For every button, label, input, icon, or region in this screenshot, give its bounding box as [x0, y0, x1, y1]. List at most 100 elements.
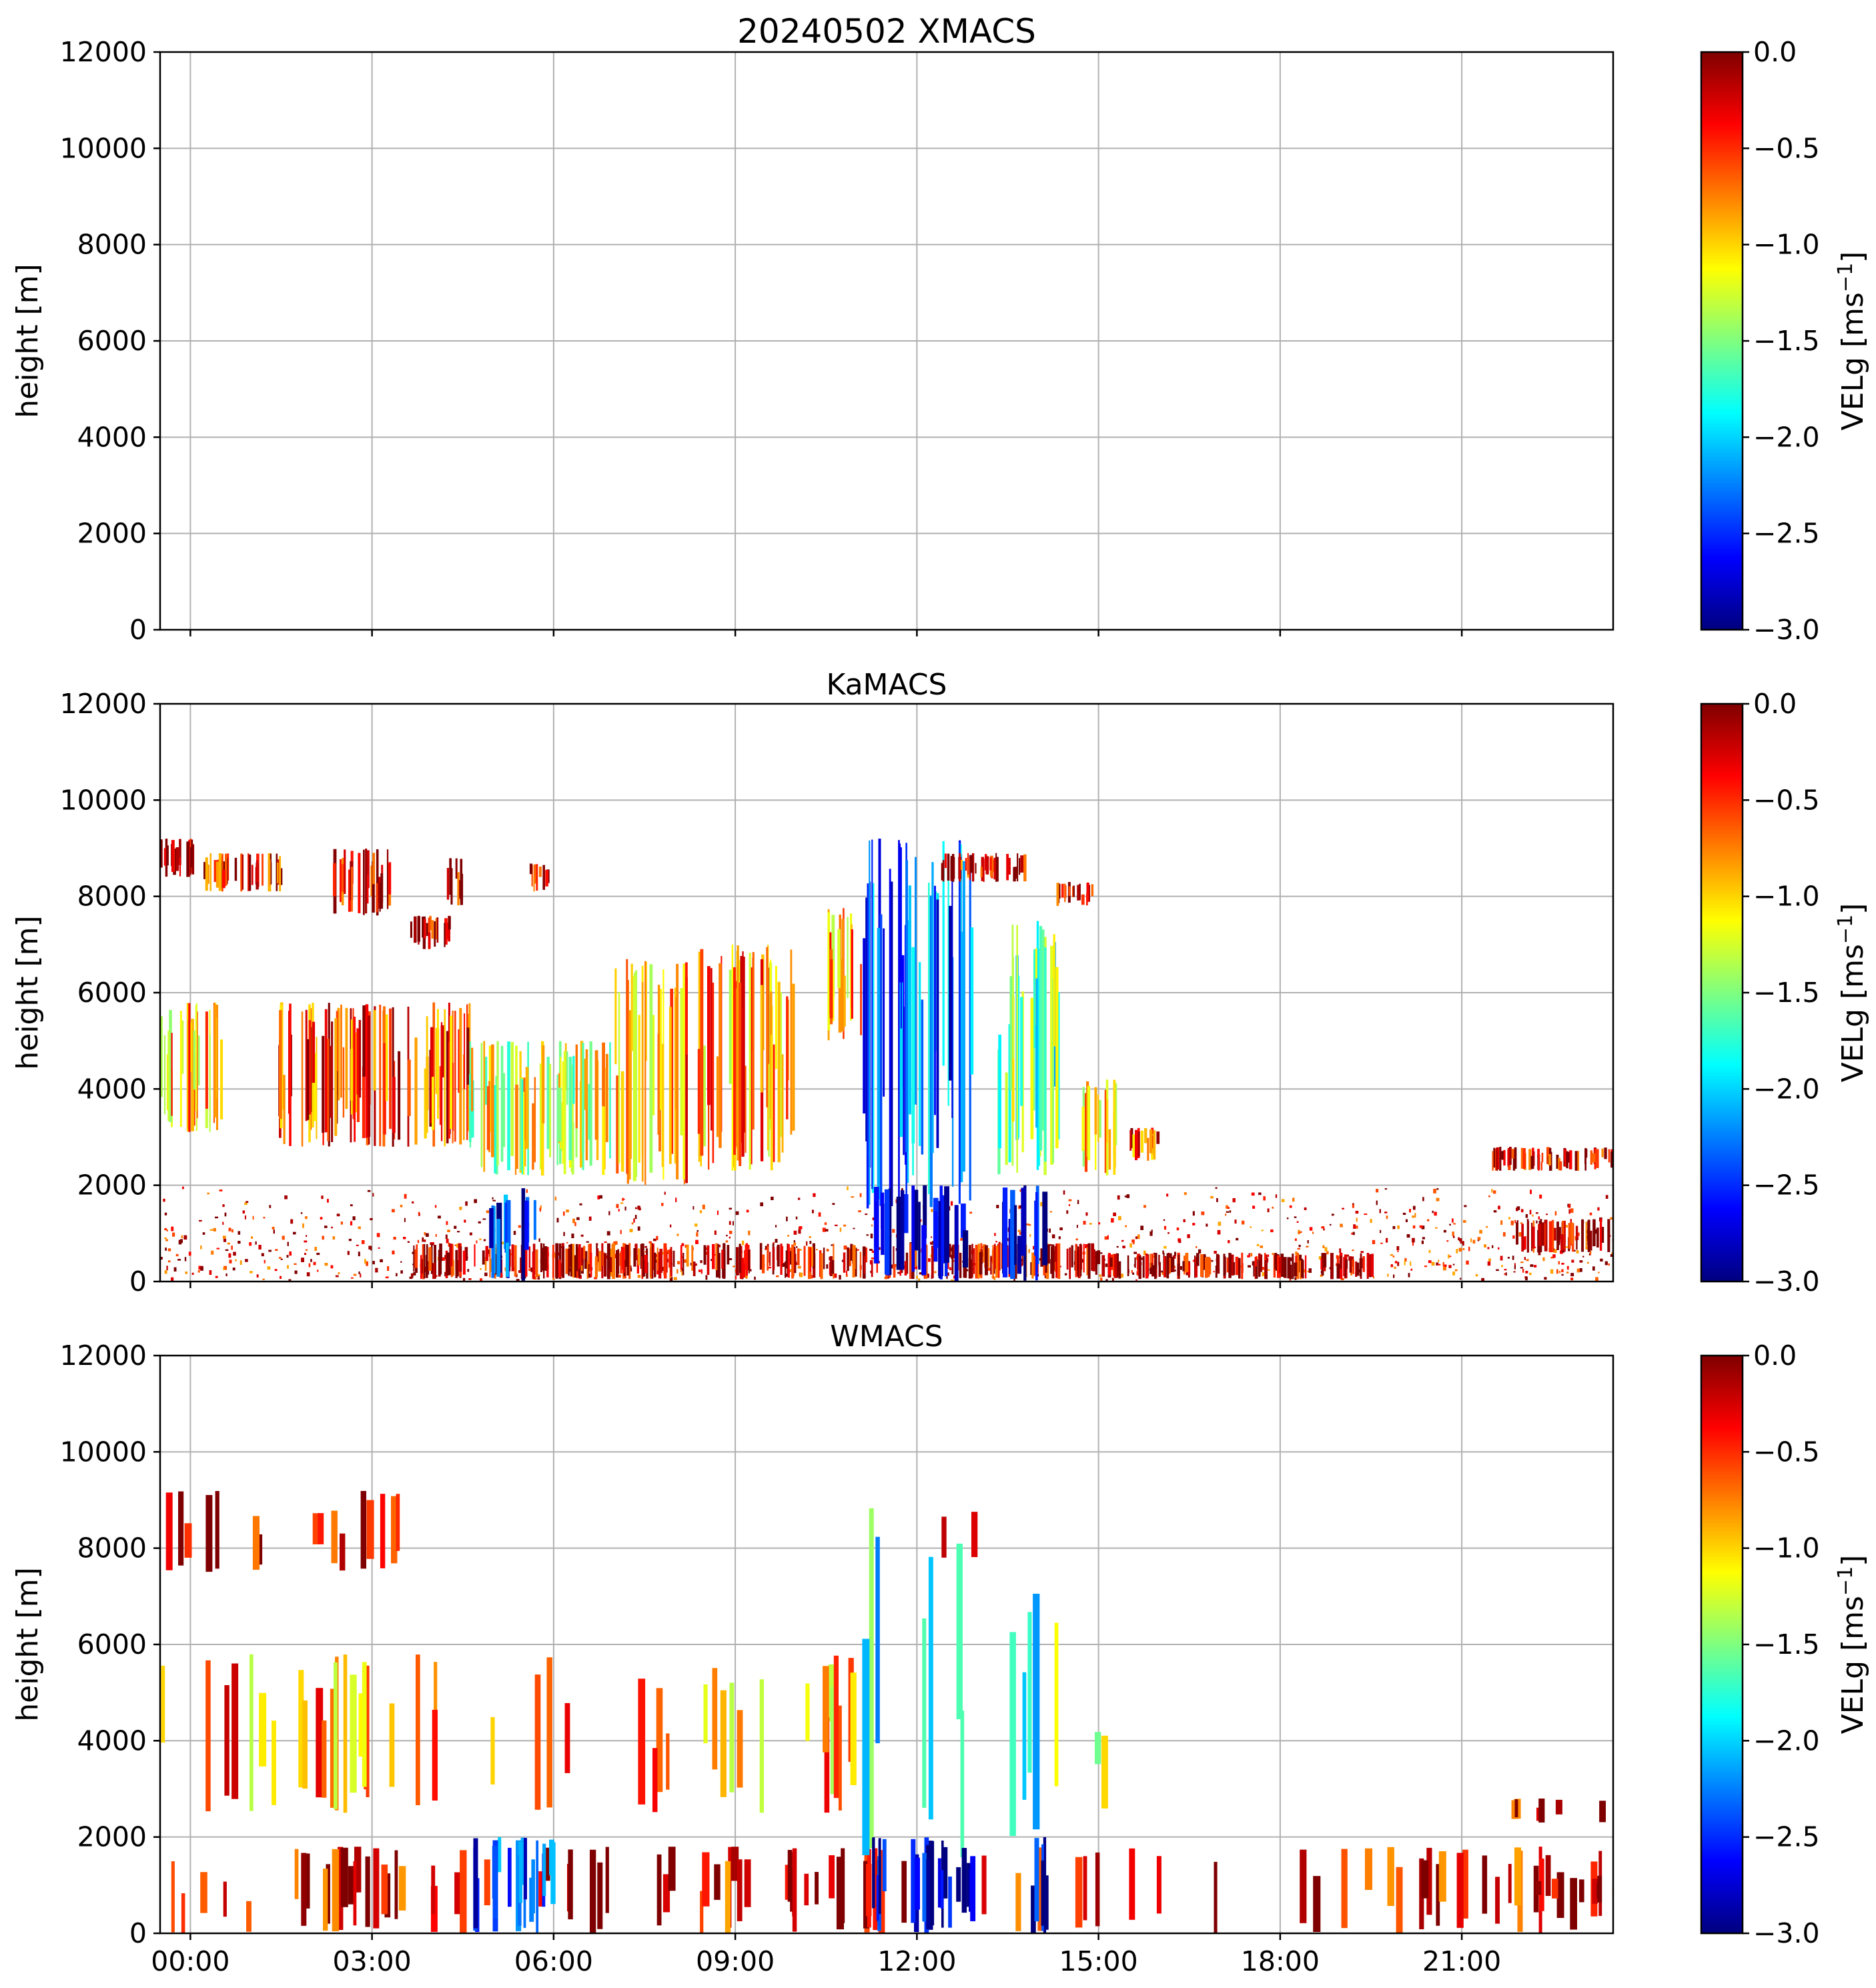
echo-cell — [702, 1204, 705, 1209]
echo-region — [697, 944, 795, 1171]
echo-cell — [713, 1254, 717, 1256]
echo-cell — [385, 1276, 389, 1279]
echo-cell — [490, 1258, 492, 1272]
echo-cell — [656, 1248, 658, 1271]
echo-cell — [173, 1267, 177, 1272]
echo-cell — [524, 1838, 527, 1900]
echo-cell — [891, 1264, 893, 1269]
echo-cell — [566, 1051, 568, 1105]
echo-cell — [950, 856, 953, 879]
echo-cell — [436, 917, 439, 943]
echo-cell — [244, 1215, 246, 1219]
colorbar-label-sup: −1 — [1834, 1566, 1857, 1596]
echo-cell — [987, 1248, 990, 1268]
echo-cell — [1116, 1246, 1119, 1248]
echo-cell — [455, 1264, 458, 1278]
echo-cell — [1496, 1269, 1499, 1272]
echo-cell — [246, 1201, 249, 1203]
echo-cell — [637, 1226, 640, 1231]
echo-cell — [1364, 1213, 1368, 1215]
echo-cell — [793, 1242, 797, 1246]
echo-cell — [905, 1252, 909, 1274]
echo-cell — [806, 1241, 808, 1246]
echo-cell — [723, 1243, 726, 1279]
echo-cell — [1008, 1024, 1011, 1163]
echo-cell — [1495, 1877, 1500, 1924]
echo-cell — [340, 1005, 342, 1098]
echo-cell — [875, 1536, 880, 1744]
echo-cell — [637, 1248, 640, 1266]
echo-cell — [370, 865, 372, 897]
echo-cell — [350, 1674, 357, 1793]
echo-cell — [809, 1248, 811, 1272]
echo-cell — [981, 1855, 987, 1915]
echo-cell — [1427, 1219, 1430, 1221]
echo-cell — [454, 1872, 461, 1915]
echo-cell — [492, 1199, 496, 1201]
echo-cell — [1241, 1252, 1244, 1280]
echo-cell — [754, 1276, 756, 1280]
echo-cell — [185, 1272, 187, 1274]
echo-cell — [1579, 1879, 1584, 1903]
echo-cell — [1066, 1210, 1069, 1214]
echo-cell — [1352, 1203, 1354, 1205]
echo-cell — [251, 865, 254, 885]
echo-cell — [1015, 1873, 1021, 1931]
echo-cell — [638, 1678, 646, 1805]
echo-cell — [191, 1019, 194, 1131]
echo-cell — [209, 1229, 213, 1231]
echo-cell — [1272, 1253, 1274, 1256]
echo-cell — [900, 1190, 905, 1270]
echo-cell — [1218, 1221, 1222, 1226]
echo-cell — [165, 1239, 168, 1241]
echo-cell — [261, 1253, 264, 1257]
echo-cell — [324, 1263, 328, 1266]
echo-cell — [1033, 1594, 1040, 1830]
echo-cell — [463, 1054, 465, 1140]
echo-cell — [1149, 1129, 1153, 1153]
echo-cell — [642, 1246, 644, 1278]
echo-cell — [969, 1868, 971, 1912]
echo-cell — [538, 1276, 540, 1280]
echo-cell — [1512, 1235, 1515, 1239]
echo-cell — [915, 857, 917, 1105]
echo-region — [1031, 1837, 1049, 1933]
echo-cell — [618, 1209, 620, 1212]
echo-cell — [538, 1274, 540, 1276]
echo-cell — [420, 1255, 422, 1280]
echo-cell — [875, 1201, 878, 1248]
echo-cell — [715, 1243, 718, 1270]
echo-cell — [877, 928, 880, 1199]
echo-cell — [1129, 1130, 1132, 1151]
echo-cell — [750, 967, 753, 1165]
echo-cell — [447, 1229, 450, 1232]
echo-cell — [787, 1235, 789, 1237]
echo-cell — [1520, 1262, 1524, 1264]
echo-cell — [773, 1044, 775, 1162]
echo-cell — [437, 1009, 439, 1119]
echo-cell — [446, 923, 449, 939]
echo-cell — [795, 1216, 798, 1219]
echo-cell — [318, 1513, 324, 1544]
y-tick-label: 10000 — [60, 784, 147, 816]
echo-cell — [300, 1212, 303, 1214]
echo-cell — [729, 1258, 733, 1260]
echo-cell — [1176, 1227, 1180, 1231]
echo-cell — [580, 1081, 582, 1168]
echo-cell — [739, 1244, 741, 1273]
echo-cell — [376, 1233, 380, 1237]
echo-cell — [536, 864, 538, 891]
echo-region — [413, 1243, 1101, 1280]
colorbar-label-sup: −1 — [1834, 915, 1857, 944]
echo-cell — [970, 1856, 976, 1921]
y-tick-label: 2000 — [77, 518, 147, 550]
echo-layer — [161, 1490, 1613, 1933]
echo-cell — [1101, 1255, 1105, 1277]
echo-cell — [1298, 1244, 1301, 1248]
echo-cell — [348, 1238, 352, 1241]
echo-cell — [301, 1853, 307, 1926]
echo-cell — [694, 1263, 697, 1266]
echo-cell — [440, 1022, 443, 1141]
echo-cell — [843, 1246, 847, 1250]
